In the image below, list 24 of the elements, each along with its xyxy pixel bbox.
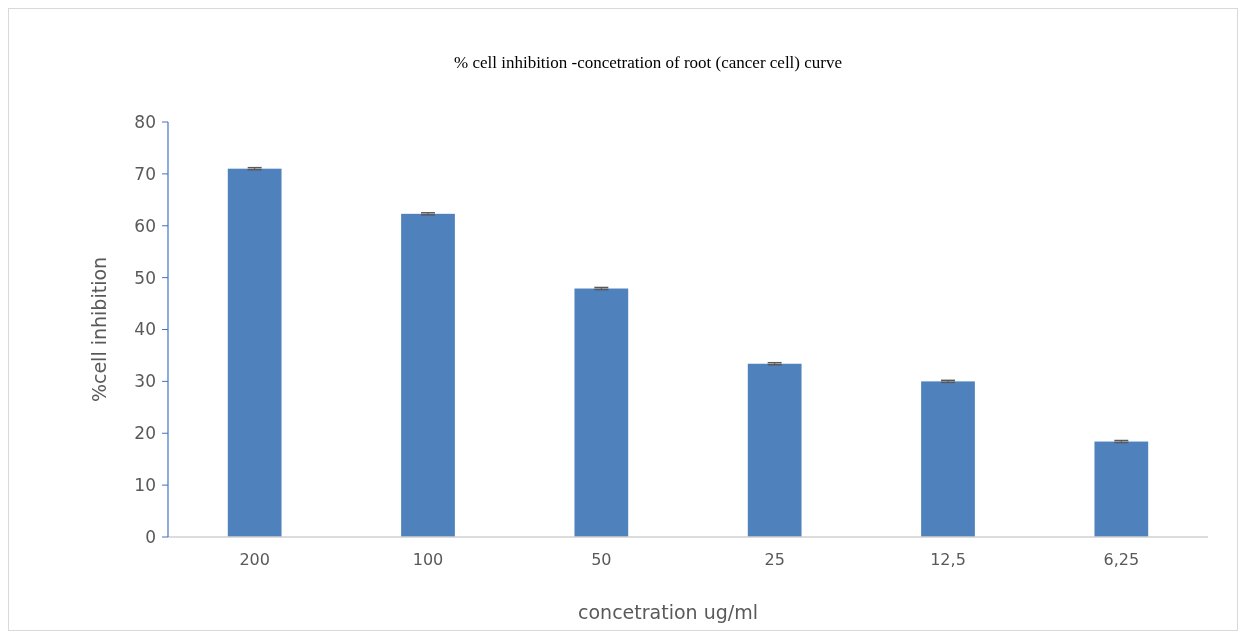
bar	[1094, 441, 1149, 537]
x-axis-title: concetration ug/ml	[578, 601, 758, 623]
y-axis-title: %cell inhibition	[88, 256, 110, 403]
x-tick-label: 200	[239, 550, 270, 569]
y-tick-label: 40	[134, 319, 156, 340]
x-tick-label: 25	[764, 550, 785, 569]
bar	[921, 381, 975, 537]
bar	[747, 363, 802, 537]
bar	[574, 288, 629, 537]
x-tick-label: 100	[412, 550, 444, 569]
bar	[227, 168, 282, 537]
y-tick-label: 20	[134, 423, 156, 444]
y-tick-label: 50	[134, 267, 156, 288]
y-tick-label: 0	[145, 526, 156, 547]
bar	[401, 213, 455, 537]
y-tick-label: 70	[134, 163, 156, 184]
y-tick-label: 30	[134, 371, 156, 392]
x-tick-label: 6,25	[1103, 550, 1140, 569]
x-tick-label: 12,5	[930, 550, 966, 569]
x-tick-label: 50	[591, 550, 612, 569]
y-tick-label: 80	[134, 111, 156, 132]
chart-title: % cell inhibition -concetration of root (cancer cell) curve	[454, 53, 842, 72]
y-tick-label: 60	[134, 215, 156, 236]
y-tick-label: 10	[134, 475, 156, 496]
